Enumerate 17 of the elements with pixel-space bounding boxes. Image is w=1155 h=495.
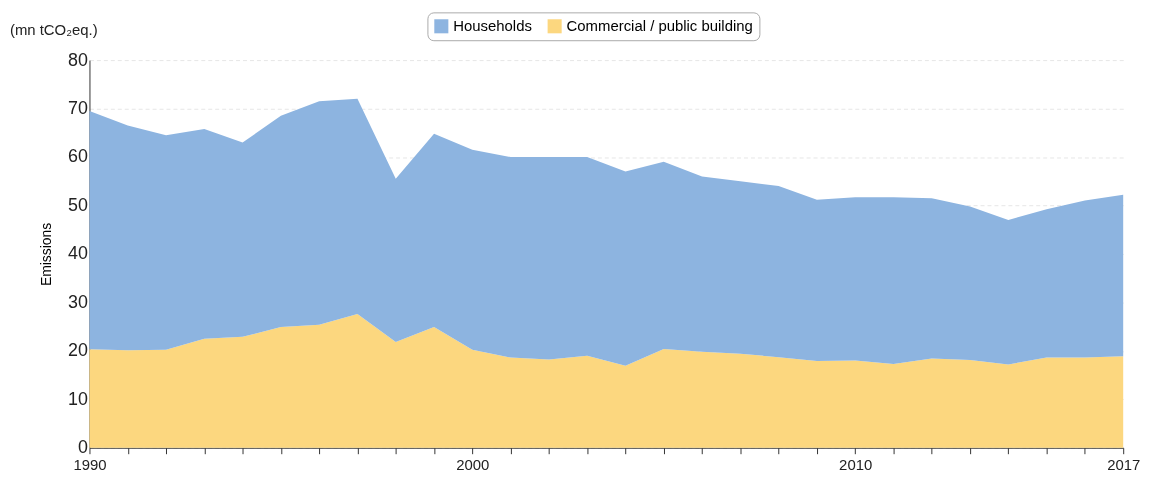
x-tick-label: 1990 <box>73 457 107 474</box>
x-tick-label: 2000 <box>456 457 490 474</box>
y-tick-label: 40 <box>68 243 89 264</box>
x-tick-label: 2017 <box>1107 457 1141 474</box>
y-tick-label: 30 <box>68 291 89 312</box>
y-tick-label: 80 <box>68 49 89 70</box>
y-tick-label: 0 <box>78 437 89 458</box>
y-tick-label: 20 <box>68 340 89 361</box>
legend-label: Households <box>453 18 532 35</box>
y-tick-label: 50 <box>68 194 89 215</box>
y-tick-label: 60 <box>68 146 89 167</box>
y-tick-label: 10 <box>68 388 89 409</box>
text: (mn tCO₂eq.) <box>9 22 98 39</box>
legend-label: Commercial / public building <box>566 18 753 35</box>
y-tick-label: 70 <box>68 98 89 119</box>
x-tick-label: 2010 <box>839 457 873 474</box>
y-axis-title: Emissions <box>38 222 55 287</box>
